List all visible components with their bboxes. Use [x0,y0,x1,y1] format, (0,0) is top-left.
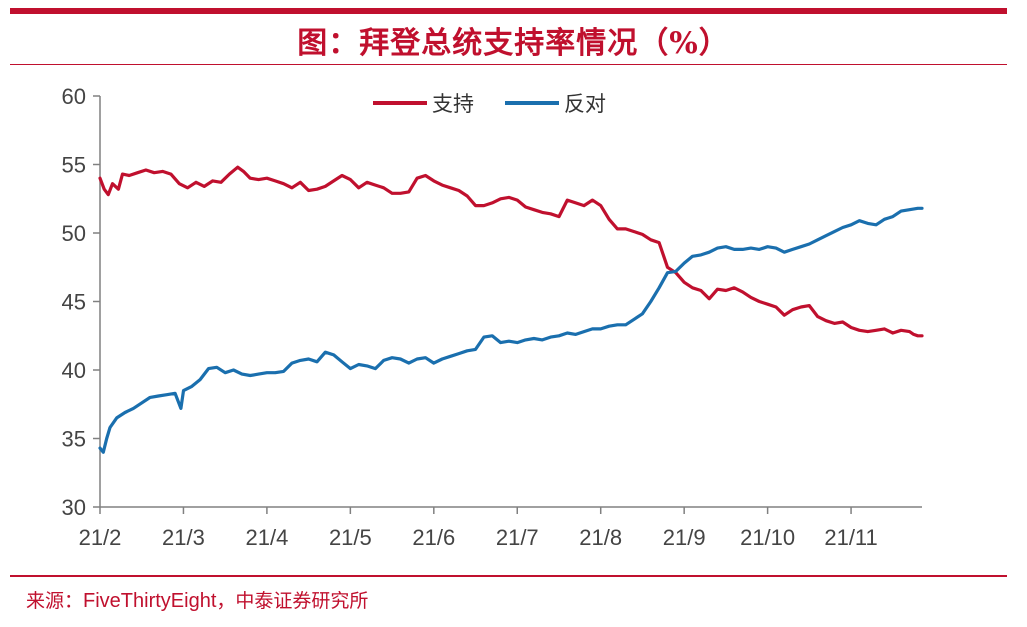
chart-axes: 30 35 40 45 50 55 60 21/2 21/3 21/4 21/5 21/6 21/7 21… [62,84,922,550]
source-name: FiveThirtyEight [83,590,217,612]
x-tick-label: 21/4 [245,525,288,550]
title-rule [10,64,1007,65]
y-tick-label: 45 [62,290,86,315]
source-prefix: 来源： [26,590,84,612]
legend-label-support: 支持 [432,92,474,116]
top-rule [10,8,1007,14]
series-line-oppose [98,206,924,454]
source-suffix: ，中泰证券研究所 [216,590,369,612]
x-tick-label: 21/10 [740,525,795,550]
x-tick-label: 21/8 [579,525,622,550]
series-line-support [98,165,924,338]
chart-lines [98,165,924,454]
bottom-rule [10,575,1007,577]
y-tick-label: 35 [62,427,86,452]
legend-label-oppose: 反对 [564,92,606,116]
y-tick-label: 60 [62,84,86,109]
x-tick-label: 21/9 [663,525,706,550]
y-tick-label: 40 [62,358,86,383]
x-tick-label: 21/7 [496,525,539,550]
y-tick-label: 55 [62,153,86,178]
y-tick-label: 30 [62,495,86,520]
source-note: 来源：FiveThirtyEight，中泰证券研究所 [26,586,368,613]
y-tick-label: 50 [62,221,86,246]
x-tick-label: 21/5 [329,525,372,550]
x-tick-label: 21/11 [824,525,877,550]
x-tick-label: 21/2 [79,525,122,550]
x-tick-label: 21/6 [412,525,455,550]
chart-legend: 支持 反对 [373,92,606,116]
x-tick-label: 21/3 [162,525,205,550]
chart-title: 图：拜登总统支持率情况（%） [297,26,730,61]
